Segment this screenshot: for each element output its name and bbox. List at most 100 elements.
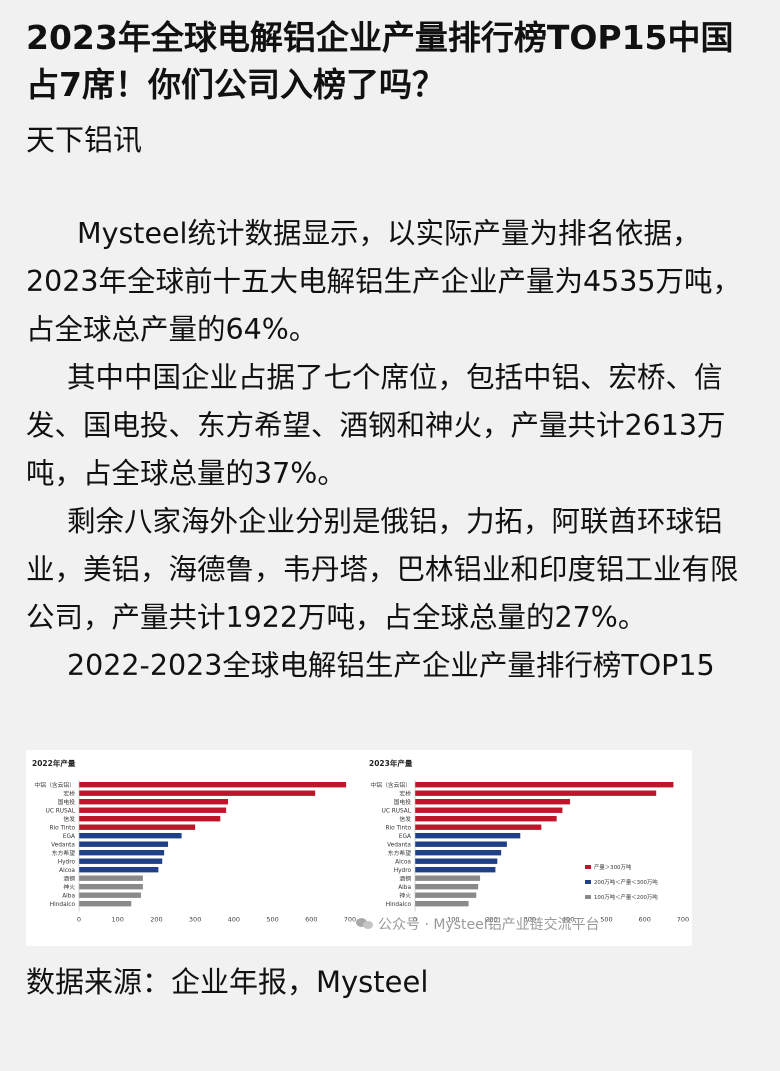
watermark: 公众号 · Mysteel铝产业链交流平台 [356, 914, 600, 934]
bar [79, 824, 196, 830]
category-label: 信发 [399, 815, 411, 823]
x-tick-label: 100 [112, 916, 124, 924]
x-tick-label: 0 [413, 916, 417, 924]
chart-title: 2023年产量 [369, 758, 413, 768]
chart-title: 2022年产量 [32, 758, 76, 768]
paragraph-chart-caption: 2022-2023全球电解铝生产企业产量排行榜TOP15 [67, 649, 715, 682]
bar [79, 841, 169, 847]
x-tick-label: 500 [600, 916, 612, 924]
article-body: Mysteel统计数据显示，以实际产量为排名依据，2023年全球前十五大电解铝生… [26, 210, 756, 690]
bar [415, 884, 479, 890]
x-tick-label: 200 [485, 916, 497, 924]
bar [415, 841, 507, 847]
category-label: EGA [399, 834, 411, 840]
article-title: 2023年全球电解铝企业产量排行榜TOP15中国占7席！你们公司入榜了吗？ [26, 18, 734, 104]
legend-swatch [585, 865, 591, 869]
chart-2023-panel: 2023年产量 中铝（含云铝） 宏桥 国电投 UC RUSAL 信发 Rio Tinto EG… [363, 750, 692, 946]
category-label: Alcoa [395, 859, 411, 865]
x-tick-label: 600 [639, 916, 651, 924]
bar [79, 799, 229, 805]
bar [79, 892, 141, 898]
wechat-icon [356, 917, 374, 931]
category-label: UC RUSAL [46, 808, 76, 814]
category-label: 国电投 [394, 798, 412, 806]
x-tick-label: 0 [77, 916, 81, 924]
category-label: Alba [62, 893, 75, 899]
data-source-note: 数据来源：企业年报，Mysteel [26, 965, 429, 999]
x-tick-label: 700 [344, 916, 356, 924]
category-label: Hydro [58, 859, 76, 865]
bar [79, 782, 347, 788]
x-tick-label: 100 [447, 916, 459, 924]
bar [79, 884, 143, 890]
bar [415, 807, 563, 813]
legend-label: 200万吨＜产量＜300万吨 [594, 878, 658, 886]
chart-2022-panel: 2022年产量 中铝（含云铝） 宏桥 国电投 UC RUSAL 信发 Rio Tinto EG… [26, 750, 359, 946]
category-label: 宏桥 [399, 789, 411, 797]
x-tick-label: 600 [305, 916, 317, 924]
x-tick-label: 500 [266, 916, 278, 924]
bar [415, 901, 469, 907]
bar [79, 875, 143, 881]
category-label: 国电投 [58, 798, 76, 806]
bar [79, 816, 221, 822]
category-label: Hindalco [386, 902, 412, 908]
x-tick-label: 200 [150, 916, 162, 924]
ranking-chart-image[interactable]: 2022年产量 中铝（含云铝） 宏桥 国电投 UC RUSAL 信发 Rio Tinto EG… [26, 750, 692, 946]
bar [79, 850, 165, 856]
category-label: 信发 [63, 815, 75, 823]
category-label: Vedanta [387, 842, 411, 848]
category-label: 东方希望 [52, 849, 75, 857]
bar [79, 901, 132, 907]
bar [415, 782, 674, 788]
category-label: 中铝（含云铝） [34, 781, 75, 789]
legend-swatch [585, 895, 591, 899]
category-label: 神火 [399, 891, 411, 899]
bar [415, 790, 657, 796]
bar [79, 790, 316, 796]
legend-swatch [585, 880, 591, 884]
bar [79, 867, 159, 873]
category-label: Rio Tinto [386, 825, 412, 831]
category-label: UC RUSAL [382, 808, 412, 814]
legend-label: 产量＞300万吨 [594, 863, 632, 871]
bar [415, 892, 477, 898]
bar [415, 824, 542, 830]
category-label: 酒钢 [399, 874, 411, 882]
category-label: 宏桥 [63, 789, 75, 797]
category-label: 神火 [63, 883, 75, 891]
x-tick-label: 400 [562, 916, 574, 924]
bar [415, 875, 481, 881]
category-label: 酒钢 [63, 874, 75, 882]
x-tick-label: 300 [189, 916, 201, 924]
x-tick-label: 400 [228, 916, 240, 924]
category-label: Alba [398, 885, 411, 891]
category-label: EGA [63, 834, 75, 840]
bar [415, 850, 502, 856]
category-label: Vedanta [51, 842, 75, 848]
bar [415, 816, 557, 822]
category-label: 中铝（含云铝） [370, 781, 411, 789]
x-tick-label: 700 [677, 916, 689, 924]
watermark-text: 公众号 · Mysteel铝产业链交流平台 [378, 917, 600, 933]
bar [79, 807, 227, 813]
bar [415, 858, 498, 864]
bar [415, 799, 571, 805]
paragraph-china: 其中中国企业占据了七个席位，包括中铝、宏桥、信发、国电投、东方希望、酒钢和神火，… [26, 361, 726, 490]
bar [415, 833, 521, 839]
paragraph-overseas: 剩余八家海外企业分别是俄铝，力拓，阿联酋环球铝业，美铝，海德鲁，韦丹塔，巴林铝业… [26, 505, 739, 634]
category-label: Hindalco [50, 902, 76, 908]
legend-label: 100万吨＜产量＜200万吨 [594, 893, 658, 901]
bar [79, 833, 182, 839]
paragraph-summary: Mysteel统计数据显示，以实际产量为排名依据，2023年全球前十五大电解铝生… [26, 217, 742, 346]
bar [415, 867, 496, 873]
x-tick-label: 300 [524, 916, 536, 924]
category-label: Alcoa [59, 868, 75, 874]
category-label: Rio Tinto [50, 825, 76, 831]
bar [79, 858, 163, 864]
article-source[interactable]: 天下铝讯 [26, 123, 143, 157]
category-label: Hydro [394, 868, 412, 874]
category-label: 东方希望 [388, 849, 411, 857]
